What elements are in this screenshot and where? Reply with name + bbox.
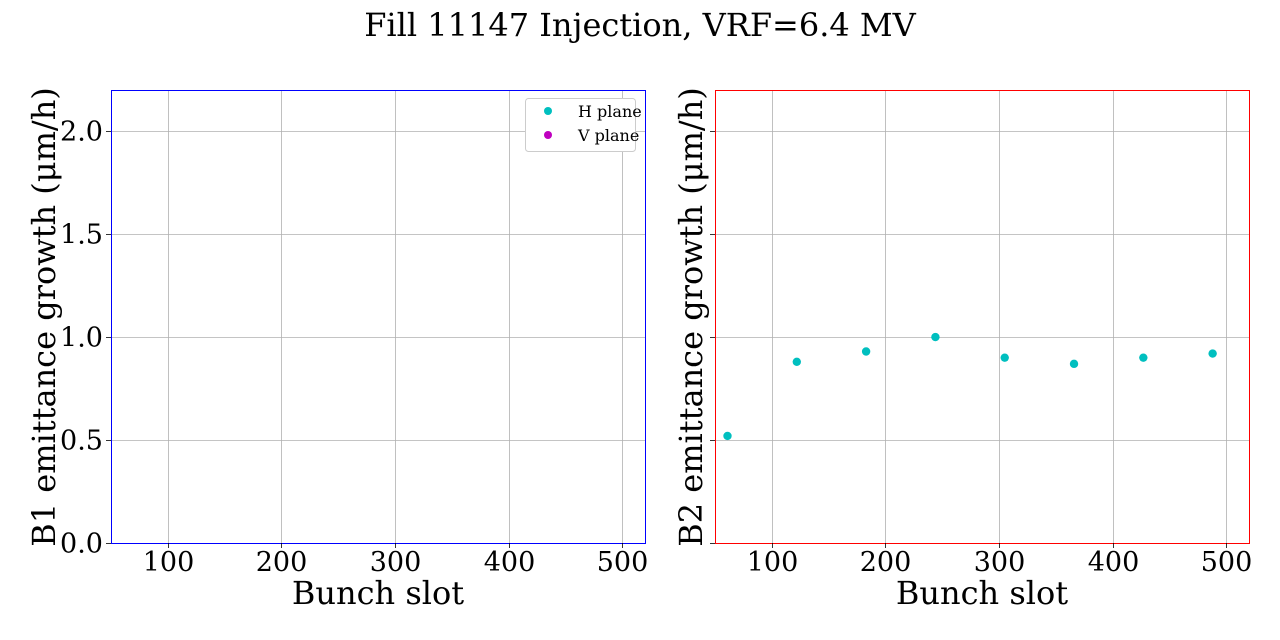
- legend: H plane V plane: [525, 98, 642, 152]
- legend-label-h-plane: H plane: [578, 102, 642, 121]
- x-tick-labels: 100 200 300 400 500: [143, 543, 649, 578]
- x-tick-labels: 100 200 300 400 500: [747, 543, 1253, 578]
- x-tick-label: 100: [747, 547, 799, 578]
- figure-title: Fill 11147 Injection, VRF=6.4 MV: [364, 6, 916, 44]
- x-tick-label: 400: [1088, 547, 1140, 578]
- legend-box: [525, 98, 636, 152]
- x-tick-label: 300: [370, 547, 422, 578]
- y-tick-label: 2.0: [60, 117, 103, 148]
- x-tick-label: 400: [484, 547, 536, 578]
- data-point: [1208, 349, 1217, 358]
- chart-panel-b2: 100 200 300 400 500 Bunch slot B2 emittance …: [672, 87, 1252, 612]
- x-axis-label: Bunch slot: [896, 574, 1068, 612]
- grid: [111, 90, 645, 544]
- legend-label-v-plane: V plane: [577, 126, 639, 145]
- legend-marker-h-plane: [544, 107, 552, 115]
- y-tick-labels: 0.0 0.5 1.0 1.5 2.0: [60, 117, 111, 560]
- x-tick-label: 300: [974, 547, 1026, 578]
- data-point: [723, 431, 732, 441]
- data-point: [1139, 353, 1148, 362]
- y-tick-label: 0.5: [60, 426, 103, 457]
- data-points: [723, 332, 1217, 441]
- x-axis-label: Bunch slot: [292, 574, 464, 612]
- y-tick-label: 1.0: [60, 323, 103, 354]
- grid: [715, 90, 1249, 544]
- x-tick-label: 500: [597, 547, 649, 578]
- y-tick-label: 0.0: [60, 529, 103, 560]
- plot-frame: [715, 90, 1250, 544]
- x-tick-label: 200: [256, 547, 308, 578]
- chart-panel-b1: 100 200 300 400 500 0.0 0.5 1.0 1.5 2.0 Bunch sl…: [25, 87, 648, 612]
- data-point: [792, 357, 802, 366]
- y-axis-label: B2 emittance growth (μm/h): [672, 87, 710, 547]
- data-point: [931, 332, 940, 342]
- y-tick-labels: [710, 131, 715, 544]
- plot-frame: [111, 90, 646, 544]
- data-point: [861, 347, 871, 356]
- y-tick-label: 1.5: [60, 220, 103, 251]
- x-tick-label: 100: [143, 547, 195, 578]
- y-axis-label: B1 emittance growth (μm/h): [25, 87, 63, 547]
- x-tick-label: 500: [1201, 547, 1253, 578]
- data-point: [1069, 359, 1079, 369]
- x-tick-label: 200: [860, 547, 912, 578]
- legend-marker-v-plane: [544, 131, 552, 139]
- data-point: [1000, 353, 1009, 362]
